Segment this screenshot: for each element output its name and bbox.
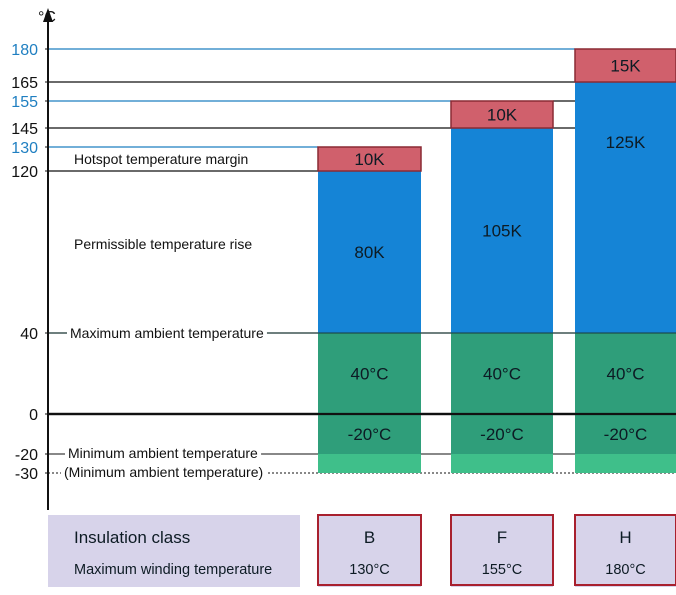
y-tick-label-180: 180: [11, 42, 38, 59]
y-tick-label-40: 40: [20, 326, 38, 343]
bar-label-H-1: -20°C: [604, 425, 648, 444]
max-winding-temp-label: Maximum winding temperature: [74, 562, 272, 578]
annotation-bg-2: [67, 325, 267, 341]
table-gap-0: [300, 515, 318, 587]
bar-label-B-3: 80K: [354, 243, 385, 262]
y-tick-label--20: -20: [15, 447, 38, 464]
class-temp-H: 180°C: [605, 562, 645, 578]
y-tick-label--30: -30: [15, 466, 38, 483]
bar-B-seg-2: [318, 333, 421, 414]
bar-F-seg-1: [451, 414, 553, 454]
y-tick-label-120: 120: [11, 164, 38, 181]
bar-label-F-3: 105K: [482, 222, 522, 241]
bar-label-F-2: 40°C: [483, 365, 521, 384]
table-gap-2: [553, 515, 575, 587]
annotation-3: Minimum ambient temperature: [68, 445, 258, 461]
bar-F-margin-outline: [450, 100, 554, 129]
bar-label-B-4: 10K: [354, 150, 385, 169]
annotation-bg-4: [61, 464, 267, 480]
class-letter-B: B: [364, 528, 375, 547]
annotations: Hotspot temperature margin Permissible te…: [61, 151, 267, 480]
y-tick-label-155: 155: [11, 94, 38, 111]
bar-F-seg-0: [451, 454, 553, 473]
bar-label-H-3: 125K: [606, 133, 646, 152]
bar-H-seg-4: [575, 49, 676, 82]
bar-label-B-2: 40°C: [351, 365, 389, 384]
bar-H-seg-1: [575, 414, 676, 454]
y-tick-label-165: 165: [11, 75, 38, 92]
annotation-2: Maximum ambient temperature: [70, 325, 264, 341]
bar-B-seg-1: [318, 414, 421, 454]
bar-H-seg-3: [575, 82, 676, 333]
class-letter-F: F: [497, 528, 507, 547]
class-box-B: [317, 514, 422, 586]
y-axis-arrow: [43, 8, 53, 22]
y-tick-label-130: 130: [11, 140, 38, 157]
bar-F-seg-3: [451, 128, 553, 333]
bars: -20°C 40°C 80K 10K -20°C 40°C 105K 10K -20°C 40°C…: [48, 48, 676, 473]
insulation-class-label: Insulation class: [74, 528, 190, 547]
class-letter-H: H: [619, 528, 631, 547]
annotation-0: Hotspot temperature margin: [74, 151, 248, 167]
table-gap-1: [421, 515, 451, 587]
y-tick-label-145: 145: [11, 121, 38, 138]
insulation-table: Insulation class Maximum winding tempera…: [48, 514, 676, 587]
bar-label-H-2: 40°C: [607, 365, 645, 384]
bar-B-seg-4: [318, 147, 421, 171]
annotation-1: Permissible temperature rise: [74, 236, 252, 252]
bar-H-seg-2: [575, 333, 676, 414]
bar-label-F-4: 10K: [487, 106, 518, 125]
bar-B-seg-0: [318, 454, 421, 473]
class-temp-B: 130°C: [349, 562, 389, 578]
y-tick-label-0: 0: [29, 407, 38, 424]
class-box-outline-F: [450, 514, 554, 586]
class-temp-F: 155°C: [482, 562, 522, 578]
class-box-outline-B: [317, 514, 422, 586]
class-box-outline-H: [574, 514, 676, 586]
bar-F-seg-4: [451, 101, 553, 128]
bar-label-H-4: 15K: [610, 57, 641, 76]
class-box-F: [450, 514, 554, 586]
bar-label-F-1: -20°C: [480, 425, 524, 444]
bar-B-seg-3: [318, 171, 421, 333]
annotation-bg-3: [65, 445, 262, 461]
bar-H-seg-0: [575, 454, 676, 473]
bar-B-margin-outline: [317, 146, 422, 172]
bar-F-seg-2: [451, 333, 553, 414]
bar-H-margin-outline: [574, 48, 676, 83]
annotation-4: (Minimum ambient temperature): [64, 464, 263, 480]
bar-label-B-1: -20°C: [348, 425, 392, 444]
